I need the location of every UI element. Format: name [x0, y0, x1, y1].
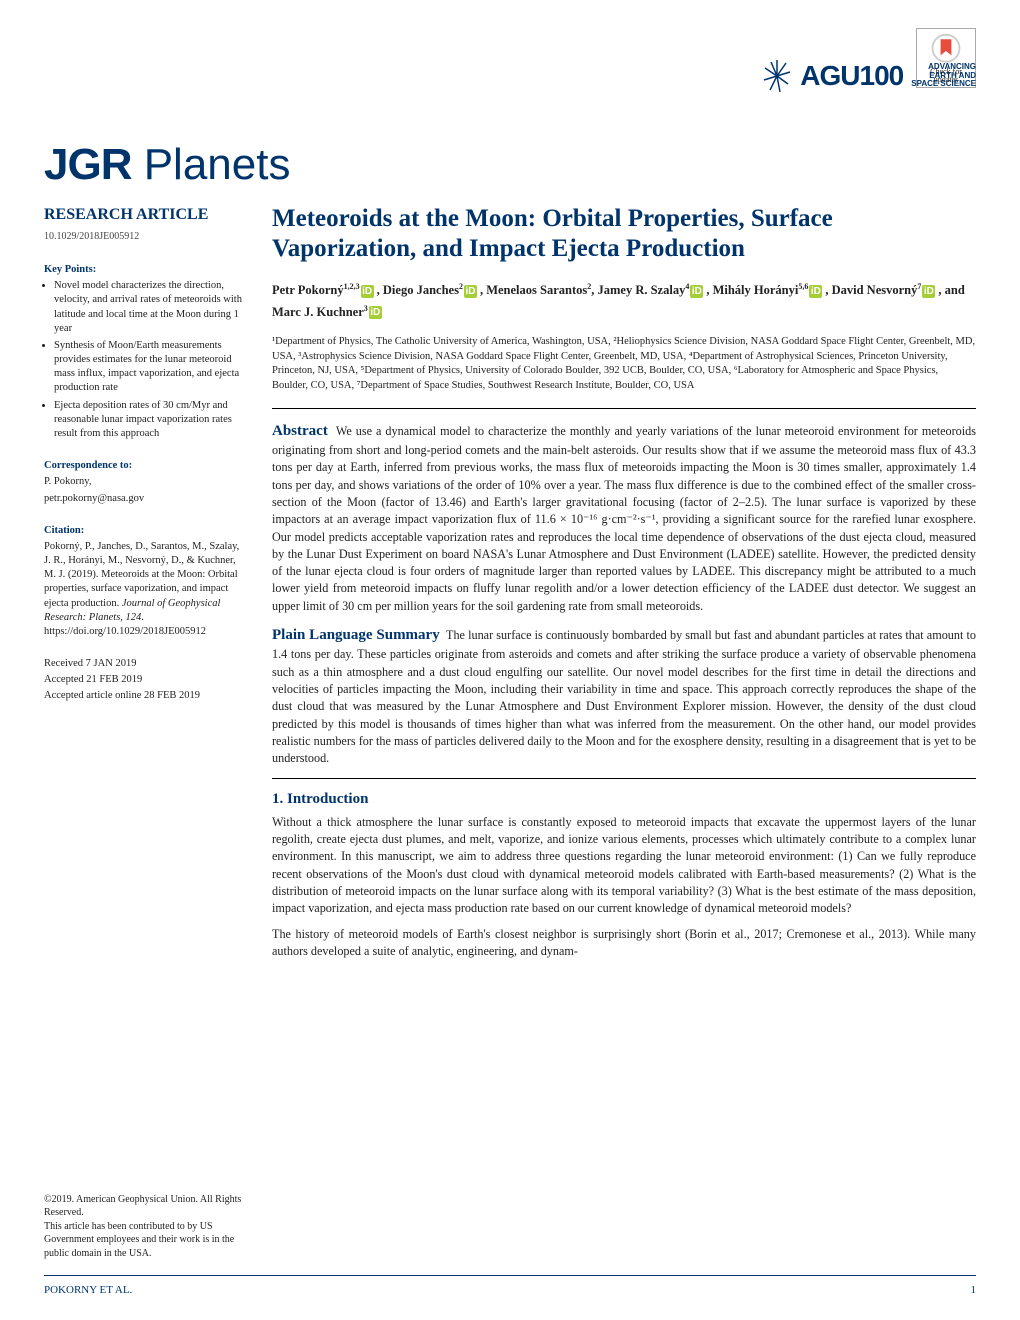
orcid-icon[interactable]: iD — [464, 285, 477, 298]
intro-paragraph: Without a thick atmosphere the lunar sur… — [272, 814, 976, 918]
agu-brand: AGU100 — [800, 60, 903, 92]
agu-tagline: ADVANCING EARTH AND SPACE SCIENCE — [911, 63, 976, 89]
intro-heading: 1. Introduction — [272, 791, 976, 808]
agu-burst-icon — [762, 58, 792, 94]
main-content: Meteoroids at the Moon: Orbital Properti… — [272, 204, 976, 968]
key-points-block: Key Points: Novel model characterizes th… — [44, 263, 246, 441]
divider — [272, 778, 976, 779]
agu-logo: AGU100 ADVANCING EARTH AND SPACE SCIENCE — [762, 58, 976, 94]
orcid-icon[interactable]: iD — [690, 285, 703, 298]
orcid-icon[interactable]: iD — [922, 285, 935, 298]
citation-heading: Citation: — [44, 524, 246, 538]
author: David Nesvorný7iD — [832, 283, 939, 297]
correspondence-block: Correspondence to: P. Pokorny, petr.poko… — [44, 459, 246, 506]
key-point-item: Synthesis of Moon/Earth measurements pro… — [54, 339, 246, 396]
footer-left: POKORNY ET AL. — [44, 1284, 132, 1296]
intro-paragraph: The history of meteoroid models of Earth… — [272, 926, 976, 961]
orcid-icon[interactable]: iD — [361, 285, 374, 298]
author: Marc J. Kuchner3iD — [272, 305, 385, 319]
orcid-icon[interactable]: iD — [369, 306, 382, 319]
page-footer: POKORNY ET AL. 1 — [44, 1275, 976, 1296]
citation-block: Citation: Pokorný, P., Janches, D., Sara… — [44, 524, 246, 639]
correspondence-heading: Correspondence to: — [44, 459, 246, 473]
article-title: Meteoroids at the Moon: Orbital Properti… — [272, 204, 976, 264]
divider — [272, 408, 976, 409]
author: Menelaos Sarantos2 — [486, 283, 591, 297]
footer-right: 1 — [971, 1284, 977, 1296]
key-point-item: Novel model characterizes the direction,… — [54, 279, 246, 336]
key-points-heading: Key Points: — [44, 263, 246, 277]
correspondence-email: petr.pokorny@nasa.gov — [44, 492, 246, 506]
sidebar: RESEARCH ARTICLE 10.1029/2018JE005912 Ke… — [44, 204, 246, 968]
key-point-item: Ejecta deposition rates of 30 cm/Myr and… — [54, 399, 246, 442]
citation-text: Pokorný, P., Janches, D., Sarantos, M., … — [44, 540, 246, 639]
correspondence-name: P. Pokorny, — [44, 475, 246, 489]
abstract-text: We use a dynamical model to characterize… — [272, 424, 976, 613]
copyright-block: ©2019. American Geophysical Union. All R… — [44, 1193, 246, 1261]
date-accepted: Accepted 21 FEB 2019 — [44, 673, 246, 687]
pls-text: The lunar surface is continuously bombar… — [272, 628, 976, 765]
dates-block: Received 7 JAN 2019 Accepted 21 FEB 2019… — [44, 657, 246, 704]
pls-block: Plain Language Summary The lunar surface… — [272, 625, 976, 768]
author: Diego Janches2iD — [383, 283, 480, 297]
journal-logo: JGR Planets — [44, 140, 976, 190]
doi: 10.1029/2018JE005912 — [44, 230, 246, 244]
article-type: RESEARCH ARTICLE — [44, 204, 246, 226]
author: Jamey R. Szalay4iD — [597, 283, 706, 297]
affiliations: ¹Department of Physics, The Catholic Uni… — [272, 335, 976, 394]
pls-heading: Plain Language Summary — [272, 627, 440, 643]
abstract-block: Abstract We use a dynamical model to cha… — [272, 421, 976, 616]
date-online: Accepted article online 28 FEB 2019 — [44, 689, 246, 703]
author: Mihály Horányi5,6iD — [713, 283, 826, 297]
orcid-icon[interactable]: iD — [809, 285, 822, 298]
date-received: Received 7 JAN 2019 — [44, 657, 246, 671]
abstract-heading: Abstract — [272, 423, 328, 439]
authors-list: Petr Pokorný1,2,3iD, Diego Janches2iD, M… — [272, 280, 976, 323]
author: Petr Pokorný1,2,3iD — [272, 283, 377, 297]
